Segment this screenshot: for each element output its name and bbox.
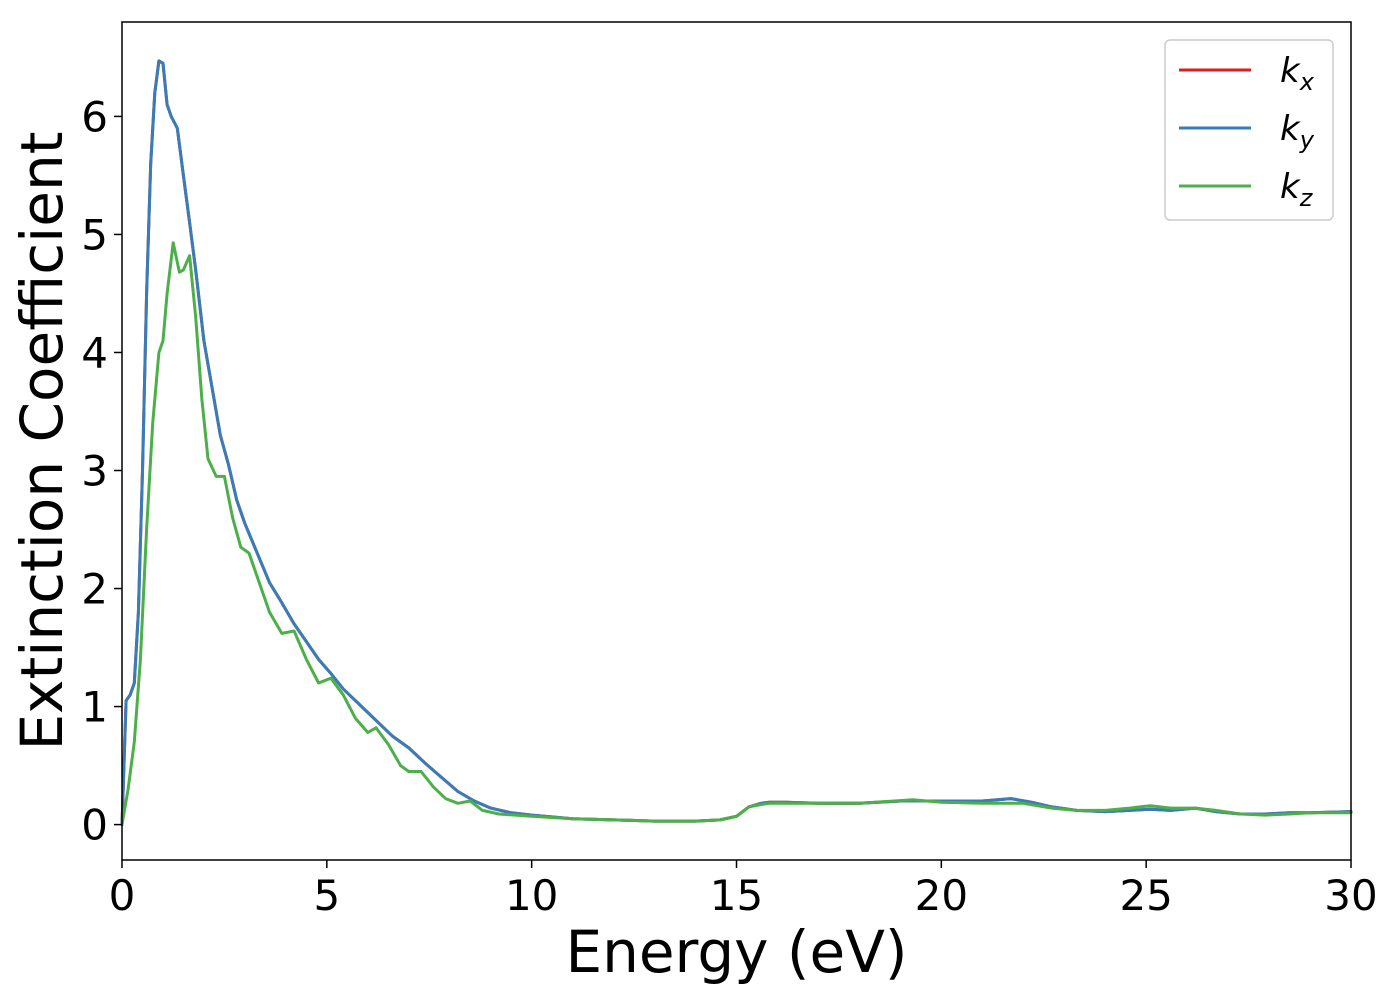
x-tick-label: 25: [1119, 871, 1172, 920]
x-tick-label: 10: [505, 871, 558, 920]
y-tick-label: 4: [81, 328, 108, 377]
y-tick-label: 5: [81, 210, 108, 259]
x-axis-label: Energy (eV): [565, 918, 907, 986]
legend-box: [1164, 39, 1334, 221]
legend: kx ky kz: [1164, 39, 1334, 221]
x-tick-label: 15: [710, 871, 763, 920]
x-tick-label: 5: [313, 871, 340, 920]
x-tick-label: 0: [109, 871, 136, 920]
x-tick-label: 20: [915, 871, 968, 920]
legend-label-y: ky: [1280, 109, 1315, 154]
ticks-layer: 0 5 10 15 20 25 30 0 1 2 3 4 5 6: [81, 92, 1377, 920]
y-axis-label: Extinction Coefficient: [8, 132, 76, 751]
series-layer: [120, 59, 1353, 827]
y-tick-label: 1: [81, 683, 108, 732]
y-tick-label: 0: [81, 801, 108, 850]
y-tick-label: 2: [81, 565, 108, 614]
y-tick-label: 3: [81, 447, 108, 496]
legend-label-z: kz: [1280, 167, 1314, 212]
series-line-z: [120, 241, 1353, 827]
y-tick-label: 6: [81, 92, 108, 141]
legend-label-x: kx: [1280, 51, 1315, 96]
x-tick-label: 30: [1324, 871, 1377, 920]
